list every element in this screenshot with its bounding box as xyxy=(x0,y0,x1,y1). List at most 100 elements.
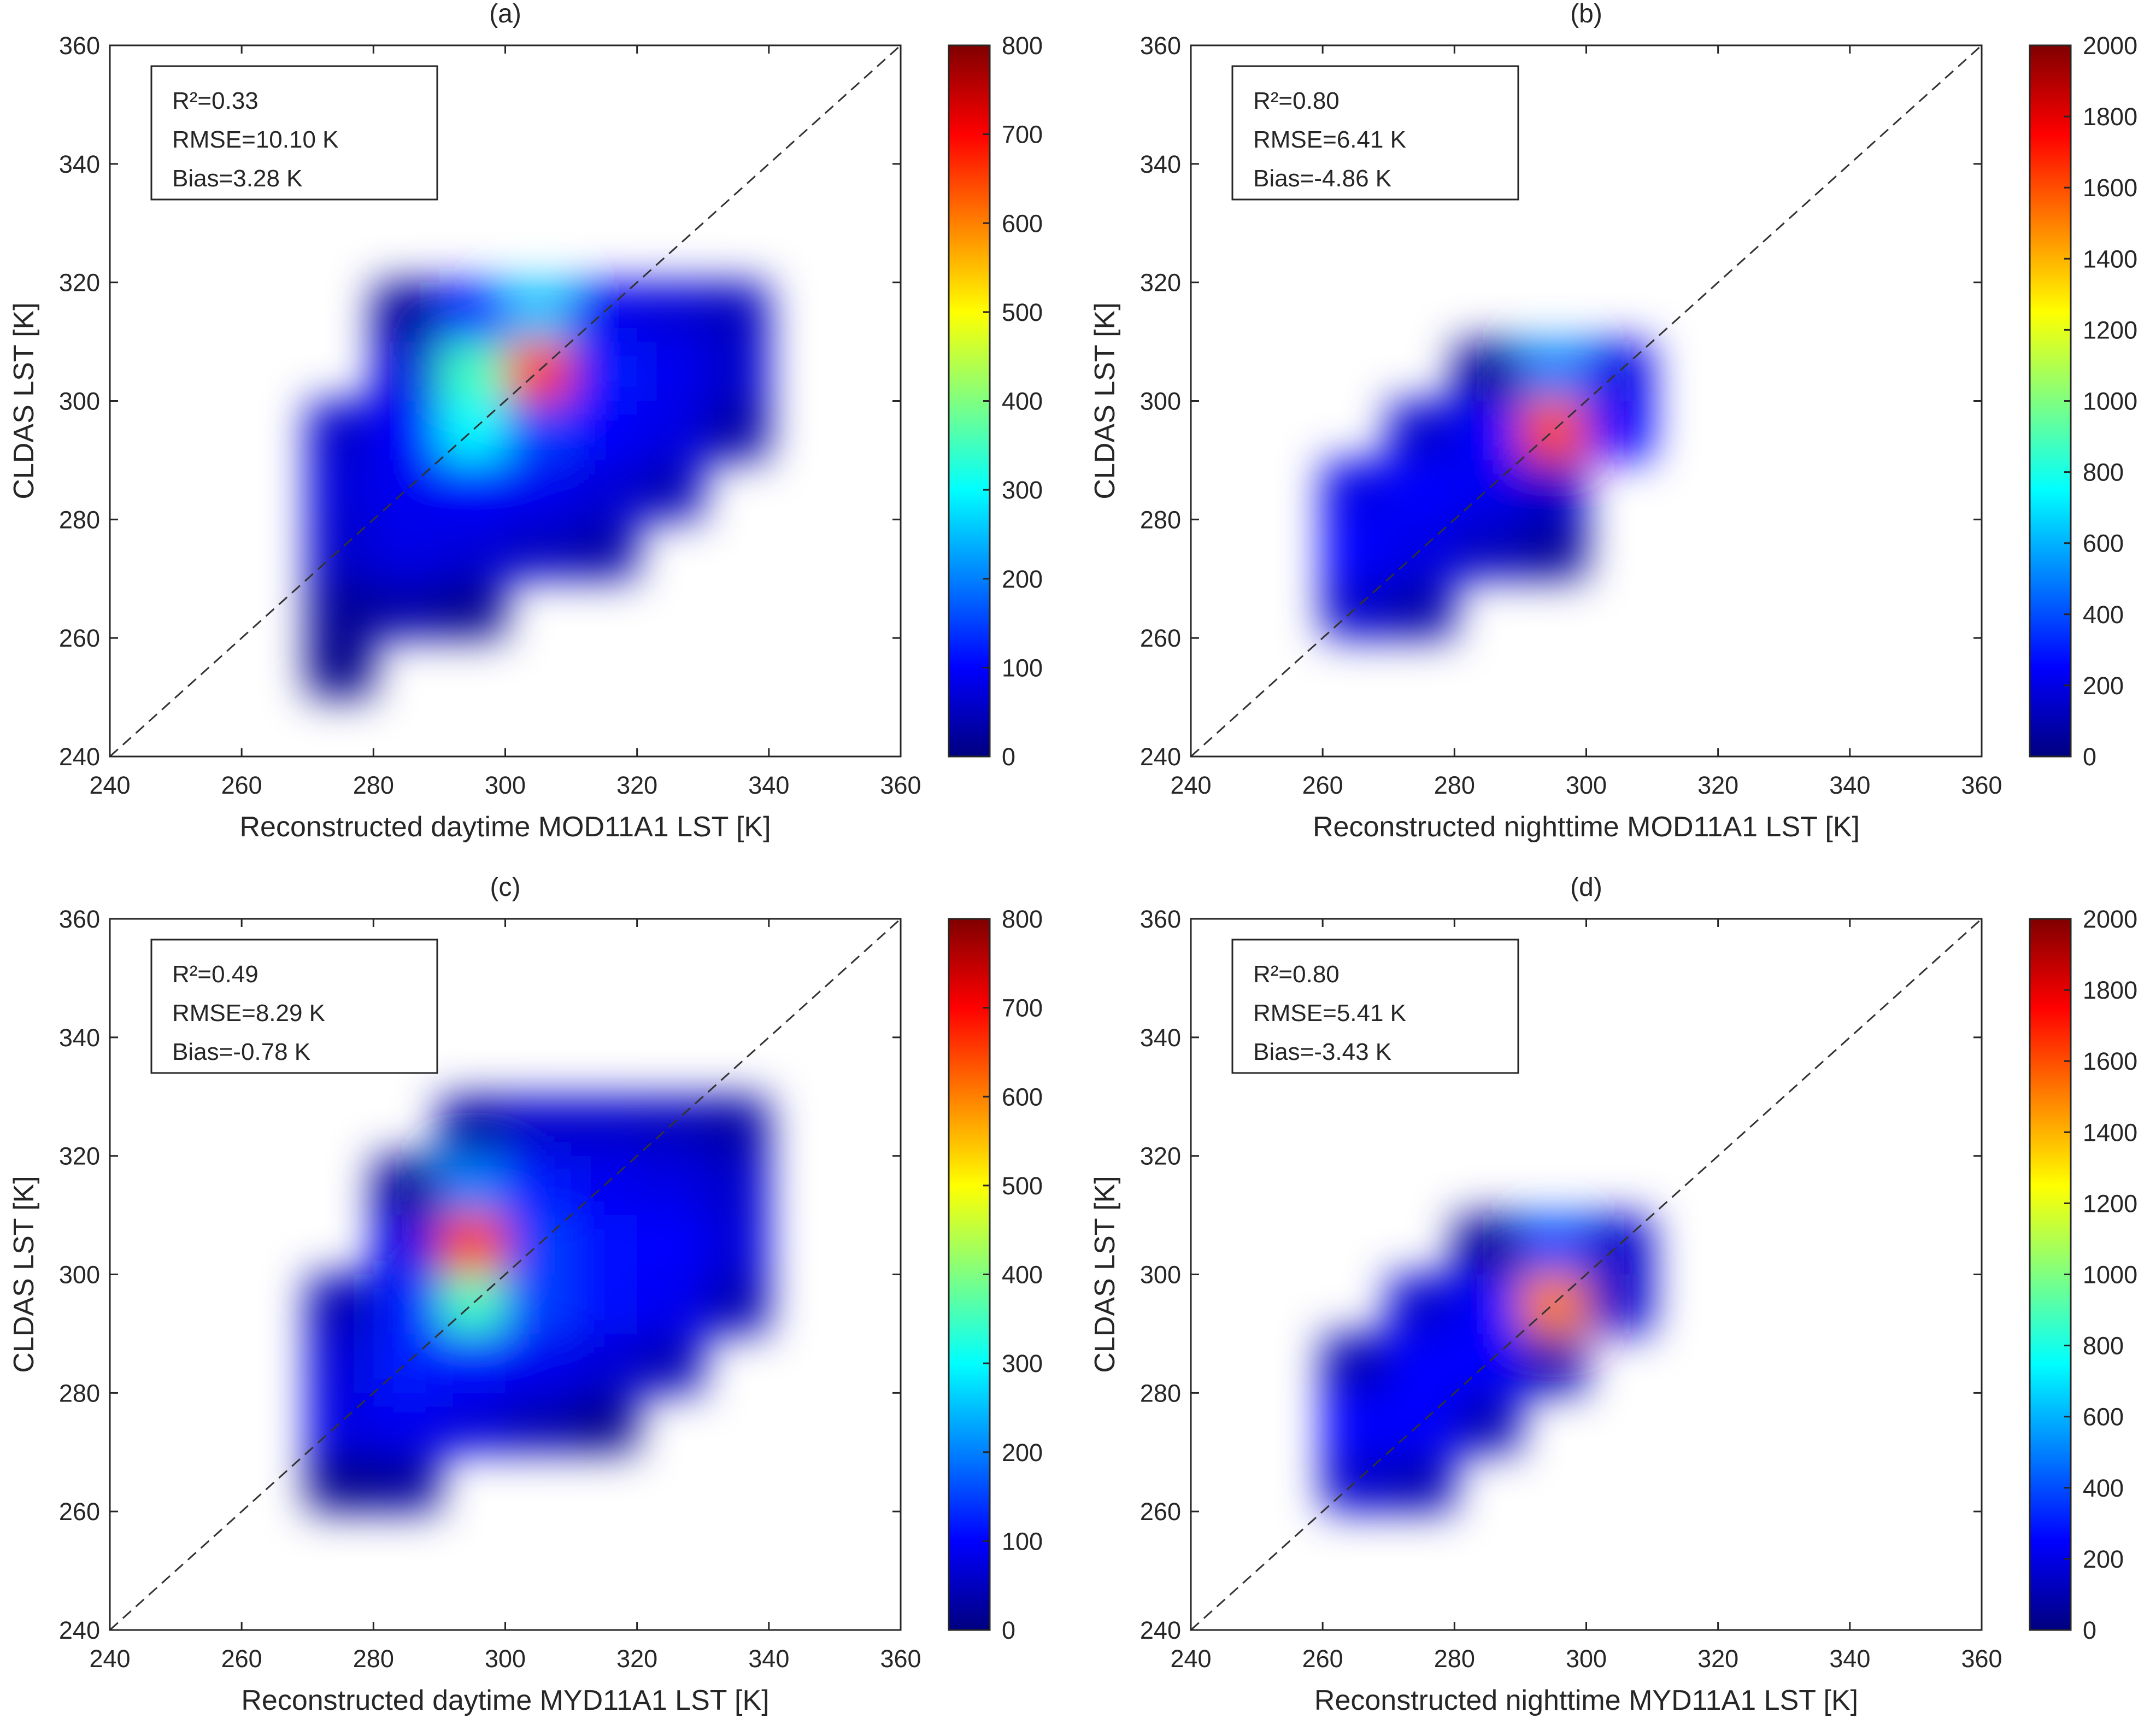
density-cell xyxy=(373,1452,439,1512)
density-cell xyxy=(1454,519,1520,579)
density-cell xyxy=(505,460,572,520)
x-axis-label: Reconstructed nighttime MOD11A1 LST [K] xyxy=(1313,811,1860,843)
x-tick-label: 260 xyxy=(1302,771,1343,799)
density-cell xyxy=(307,1333,374,1393)
y-tick-label: 280 xyxy=(1140,1379,1181,1407)
y-tick-label: 340 xyxy=(1140,1024,1181,1052)
y-tick-label: 240 xyxy=(59,743,100,771)
density-cell xyxy=(439,342,506,401)
colorbar-tick-label: 400 xyxy=(1002,1261,1043,1289)
x-tick-label: 340 xyxy=(748,771,789,799)
x-tick-label: 320 xyxy=(1697,771,1738,799)
density-cell xyxy=(307,460,374,520)
density-cell xyxy=(505,1096,572,1156)
x-tick-label: 360 xyxy=(880,771,921,799)
density-cell xyxy=(1388,578,1455,638)
density-cell xyxy=(1520,1215,1587,1275)
x-tick-label: 280 xyxy=(1434,1645,1475,1673)
density-cell xyxy=(505,519,572,579)
density-cell xyxy=(439,1156,506,1216)
y-tick-label: 360 xyxy=(59,32,100,60)
density-cell xyxy=(1323,1333,1389,1393)
density-cell xyxy=(1454,401,1520,460)
y-axis-label: CLDAS LST [K] xyxy=(1089,1176,1121,1373)
colorbar-tick-label: 500 xyxy=(1002,1172,1043,1200)
density-cell xyxy=(307,1274,374,1334)
density-cell xyxy=(1388,1452,1455,1512)
x-tick-label: 280 xyxy=(353,771,394,799)
density-cell xyxy=(1520,342,1587,401)
density-cells xyxy=(307,1096,769,1512)
density-cell xyxy=(1520,1333,1587,1393)
stats-line: RMSE=5.41 K xyxy=(1253,1000,1406,1027)
density-cell xyxy=(439,1393,506,1452)
density-cell xyxy=(637,1274,703,1334)
density-cell xyxy=(439,282,506,342)
stats-line: RMSE=10.10 K xyxy=(172,126,339,153)
colorbar-tick-label: 0 xyxy=(2083,743,2096,771)
density-cell xyxy=(373,401,439,460)
density-cells xyxy=(307,282,769,697)
density-cell xyxy=(307,401,374,460)
panel-title: (d) xyxy=(1570,873,1602,902)
colorbar-tick-label: 200 xyxy=(2083,1545,2124,1573)
density-cell xyxy=(373,1274,439,1334)
x-axis-label: Reconstructed daytime MYD11A1 LST [K] xyxy=(241,1685,769,1716)
density-cell xyxy=(1388,1333,1455,1393)
density-cell xyxy=(439,460,506,520)
x-tick-label: 260 xyxy=(1302,1645,1343,1673)
colorbar-tick-label: 1200 xyxy=(2083,316,2137,344)
density xyxy=(307,282,769,697)
stats-box xyxy=(1231,939,1519,1074)
colorbar-tick-label: 700 xyxy=(1002,121,1043,149)
stats-box xyxy=(150,939,438,1074)
density-cell xyxy=(439,1215,506,1275)
panel-title: (a) xyxy=(489,0,521,28)
colorbar-tick-label: 1600 xyxy=(2083,1047,2137,1075)
colorbar-tick-label: 2000 xyxy=(2083,32,2137,60)
density-cell xyxy=(1388,1274,1455,1334)
x-tick-label: 340 xyxy=(1829,1645,1870,1673)
density-cell xyxy=(1323,1393,1389,1452)
density xyxy=(307,1096,769,1512)
y-tick-label: 260 xyxy=(1140,624,1181,652)
colorbar-tick-label: 800 xyxy=(2083,459,2124,486)
density-cell xyxy=(637,282,703,342)
colorbar-tick-label: 800 xyxy=(1002,32,1043,60)
density-cell xyxy=(373,519,439,579)
panel: 240 260 280 300 320 340 360 240 260 280 300 320 340 3… xyxy=(1089,0,2137,843)
x-tick-label: 240 xyxy=(89,1645,130,1673)
colorbar-tick-label: 200 xyxy=(2083,672,2124,700)
stats-line: Bias=-4.86 K xyxy=(1253,165,1391,192)
x-tick-label: 280 xyxy=(353,1645,394,1673)
colorbar xyxy=(948,44,991,758)
density-cell xyxy=(307,578,374,638)
density-cell xyxy=(637,1215,703,1275)
density xyxy=(1323,342,1653,638)
density-cell xyxy=(1586,1274,1653,1334)
y-axis-label: CLDAS LST [K] xyxy=(1089,302,1121,499)
colorbar-tick-label: 200 xyxy=(1002,565,1043,593)
y-tick-label: 320 xyxy=(1140,269,1181,297)
x-tick-label: 320 xyxy=(616,1645,657,1673)
density-cell xyxy=(703,282,769,342)
density-cell xyxy=(505,1393,572,1452)
density-cell xyxy=(571,1274,637,1334)
colorbar-tick-label: 400 xyxy=(2083,601,2124,629)
colorbar-tick-label: 0 xyxy=(2083,1616,2096,1644)
colorbar-tick-label: 200 xyxy=(1002,1439,1043,1467)
colorbar-tick-label: 300 xyxy=(1002,476,1043,504)
density-cell xyxy=(439,578,506,638)
identity-line xyxy=(1190,44,1983,758)
x-axis-label: Reconstructed nighttime MYD11A1 LST [K] xyxy=(1314,1685,1858,1716)
x-tick-label: 340 xyxy=(748,1645,789,1673)
colorbar-tick-label: 1400 xyxy=(2083,245,2137,273)
x-tick-label: 340 xyxy=(1829,771,1870,799)
density-cell xyxy=(1323,460,1389,520)
y-axis-label: CLDAS LST [K] xyxy=(8,1176,40,1373)
stats-line: RMSE=6.41 K xyxy=(1253,126,1406,153)
y-tick-label: 300 xyxy=(59,1261,100,1289)
stats-line: R²=0.80 xyxy=(1253,87,1340,114)
